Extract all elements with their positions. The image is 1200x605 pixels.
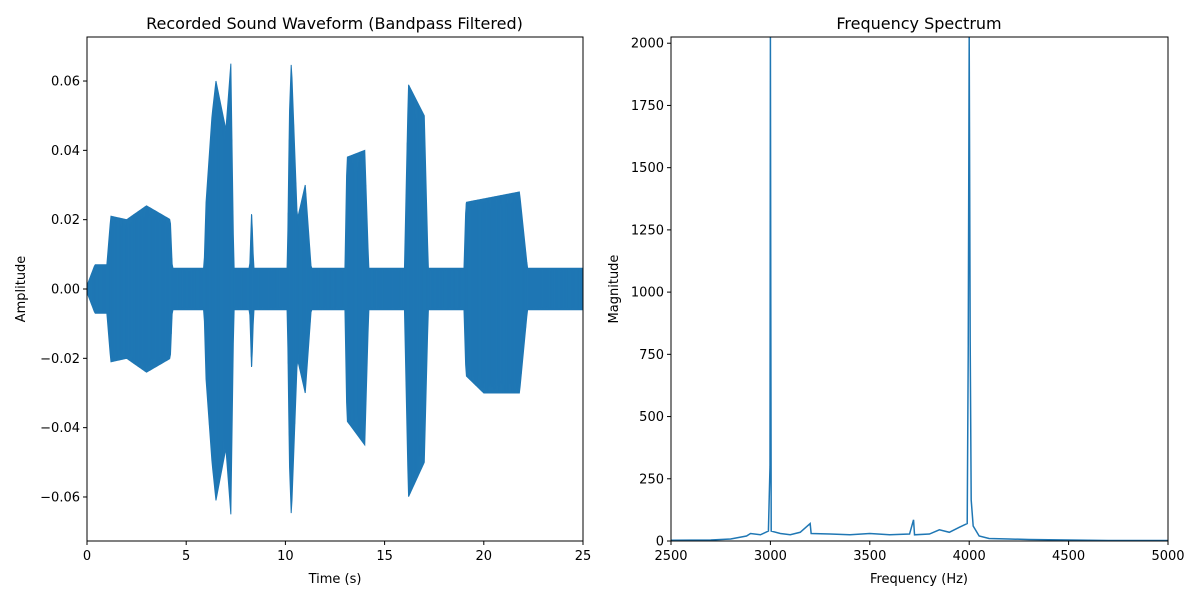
spectrum-y-tick-label: 750 <box>639 348 664 363</box>
spectrum-chart: Frequency Spectrum 2500 3000 3500 4000 4500 5… <box>607 14 1185 587</box>
waveform-y-ticks: −0.06 −0.04 −0.02 0.00 0.02 0.04 0.06 <box>40 75 87 505</box>
spectrum-y-tick-label: 1000 <box>631 286 664 301</box>
waveform-x-tick-label: 5 <box>182 549 190 564</box>
spectrum-axes-frame <box>670 36 1169 542</box>
waveform-y-tick-label: −0.04 <box>40 421 80 436</box>
waveform-y-axis-label: Amplitude <box>14 256 29 323</box>
spectrum-x-axis-label: Frequency (Hz) <box>870 572 968 587</box>
waveform-x-tick-label: 20 <box>476 549 493 564</box>
spectrum-title: Frequency Spectrum <box>836 14 1001 33</box>
waveform-chart: Recorded Sound Waveform (Bandpass Filter… <box>14 14 591 587</box>
spectrum-y-axis-label: Magnitude <box>607 255 622 324</box>
spectrum-plot-area <box>670 36 1168 542</box>
spectrum-x-tick-label: 3500 <box>853 549 886 564</box>
waveform-x-tick-label: 15 <box>376 549 393 564</box>
spectrum-y-tick-label: 1500 <box>631 161 664 176</box>
waveform-y-tick-label: −0.02 <box>40 352 80 367</box>
spectrum-x-tick-label: 2500 <box>654 549 687 564</box>
spectrum-x-tick-label: 5000 <box>1151 549 1184 564</box>
waveform-y-tick-label: 0.06 <box>51 75 80 90</box>
waveform-y-tick-label: −0.06 <box>40 490 80 505</box>
waveform-y-tick-label: 0.02 <box>51 213 80 228</box>
spectrum-y-tick-label: 0 <box>656 535 664 550</box>
waveform-x-tick-label: 0 <box>83 549 91 564</box>
spectrum-y-tick-label: 1750 <box>631 99 664 114</box>
waveform-oscillation <box>86 74 583 505</box>
spectrum-y-tick-label: 1250 <box>631 223 664 238</box>
waveform-title: Recorded Sound Waveform (Bandpass Filter… <box>146 14 523 33</box>
spectrum-x-ticks: 2500 3000 3500 4000 4500 5000 <box>654 541 1185 564</box>
waveform-x-tick-label: 10 <box>277 549 294 564</box>
spectrum-series-line <box>670 36 1168 542</box>
waveform-x-axis-label: Time (s) <box>308 572 362 587</box>
waveform-y-tick-label: 0.00 <box>51 283 80 298</box>
spectrum-y-ticks: 0 250 500 750 1000 1250 1500 1750 2000 <box>631 37 671 550</box>
waveform-plot-area <box>86 63 584 515</box>
spectrum-x-tick-label: 4500 <box>1052 549 1085 564</box>
spectrum-y-tick-label: 250 <box>639 472 664 487</box>
waveform-y-tick-label: 0.04 <box>51 144 80 159</box>
spectrum-x-tick-label: 4000 <box>953 549 986 564</box>
spectrum-y-tick-label: 500 <box>639 410 664 425</box>
waveform-x-ticks: 0 5 10 15 20 25 <box>83 541 591 564</box>
spectrum-y-tick-label: 2000 <box>631 37 664 52</box>
waveform-x-tick-label: 25 <box>575 549 592 564</box>
spectrum-x-tick-label: 3000 <box>754 549 787 564</box>
